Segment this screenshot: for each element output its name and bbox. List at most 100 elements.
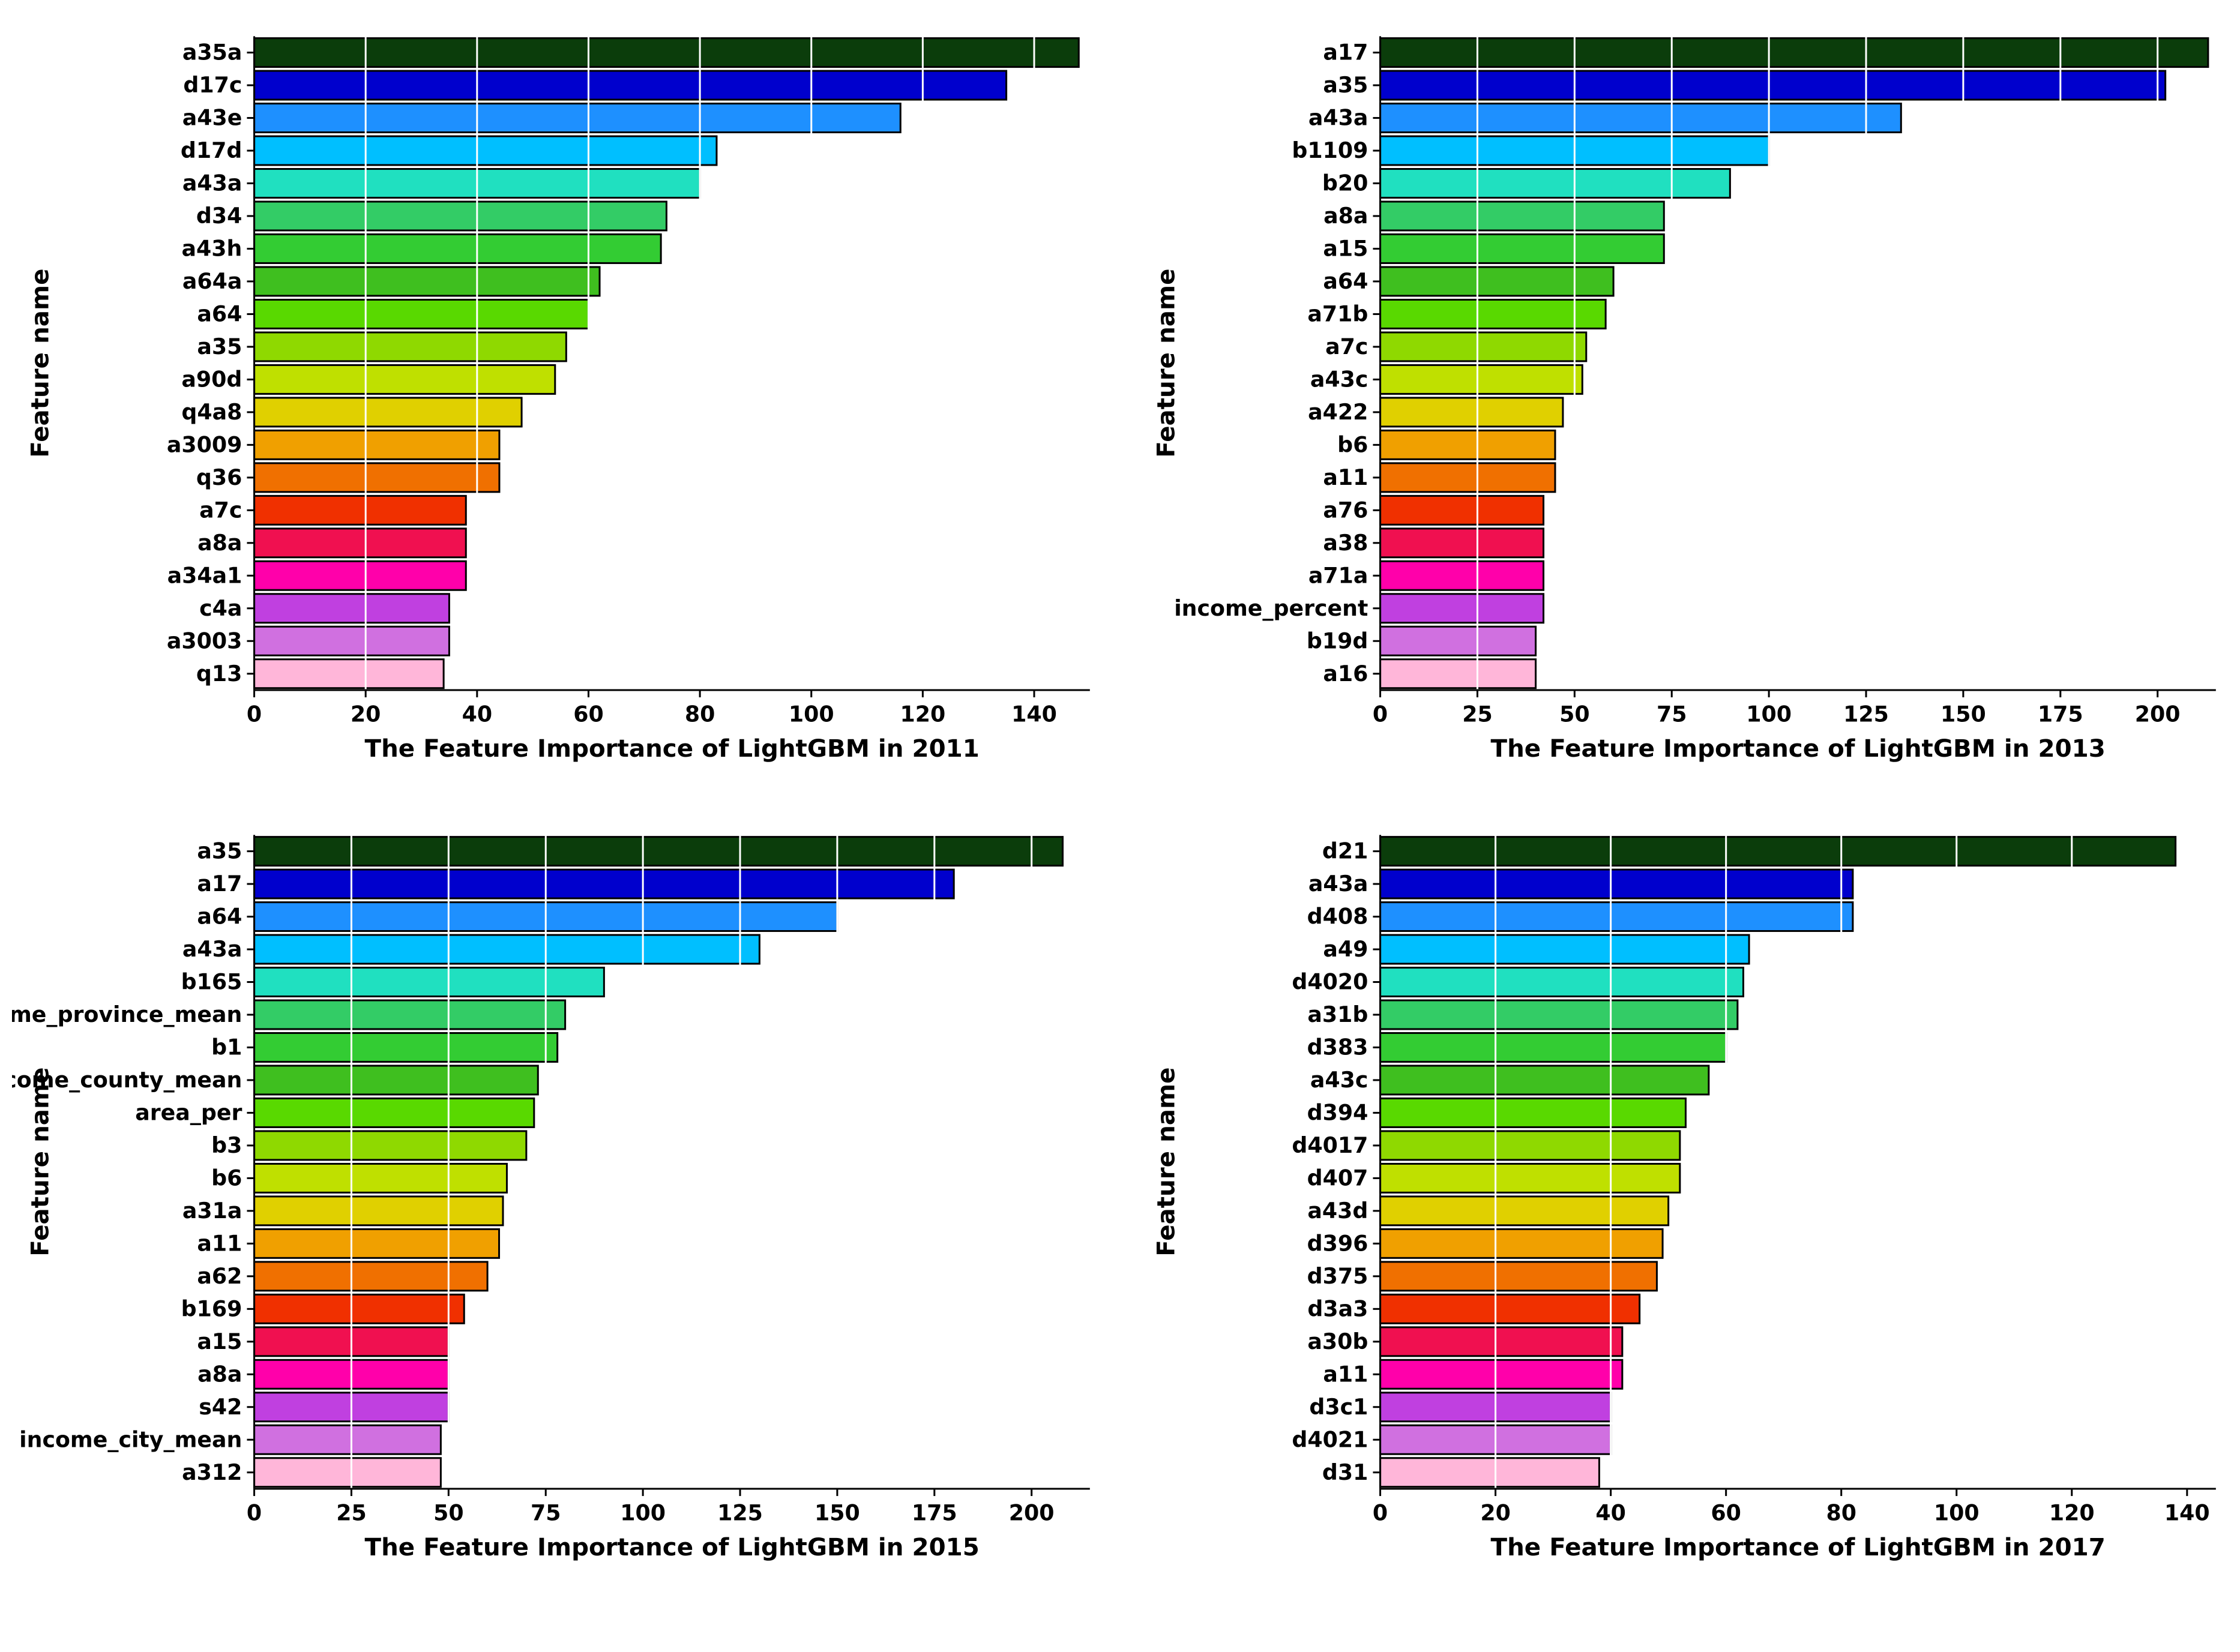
bar — [1380, 202, 1664, 230]
x-tick-label: 150 — [1940, 701, 1986, 727]
axes — [254, 835, 1090, 1489]
panel-2015: 0255075100125150175200a35a17a64a43ab165i… — [12, 811, 1102, 1585]
x-tick-label: 40 — [1595, 1500, 1626, 1526]
bar — [1380, 463, 1555, 492]
y-tick-label: a71a — [1308, 562, 1368, 588]
bar — [254, 299, 589, 328]
bars-group — [254, 837, 1063, 1487]
bars-group — [1380, 38, 2208, 688]
x-tick-label: 100 — [789, 701, 834, 727]
x-ticks: 0255075100125150175200 — [1373, 690, 2181, 727]
y-tick-label: d4020 — [1292, 969, 1368, 995]
x-axis-label: The Feature Importance of LightGBM in 20… — [1491, 734, 2106, 763]
y-tick-label: a31b — [1307, 1002, 1368, 1027]
x-tick-label: 120 — [900, 701, 945, 727]
bar — [1380, 659, 1536, 688]
y-tick-label: d34 — [196, 203, 242, 229]
chart-svg: 020406080100120140a35ad17ca43ed17da43ad3… — [12, 12, 1102, 787]
y-tick-label: a17 — [1323, 40, 1368, 65]
bar — [254, 430, 499, 459]
x-tick-label: 0 — [1373, 701, 1388, 727]
y-tick-label: a35a — [182, 40, 242, 65]
bar — [254, 398, 522, 427]
bar — [254, 1131, 526, 1160]
y-tick-label: a64 — [197, 301, 242, 327]
bar — [1380, 235, 1664, 263]
y-tick-label: area_per — [135, 1100, 242, 1126]
bar — [254, 529, 466, 557]
bar — [254, 626, 450, 655]
x-ticks: 020406080100120140 — [1373, 1489, 2210, 1525]
y-tick-label: d4021 — [1292, 1427, 1368, 1453]
y-tick-label: a43h — [182, 236, 242, 262]
bar — [254, 104, 901, 133]
y-tick-label: b165 — [181, 969, 242, 995]
y-tick-label: a64 — [197, 904, 242, 930]
bar — [1380, 332, 1586, 361]
y-tick-label: c4a — [199, 595, 242, 621]
x-tick-label: 120 — [2049, 1500, 2095, 1526]
bar — [254, 561, 466, 590]
y-tick-label: a7c — [1325, 334, 1368, 359]
x-tick-label: 200 — [2135, 701, 2181, 727]
y-tick-label: d375 — [1307, 1263, 1368, 1289]
bar — [1380, 1360, 1622, 1389]
y-tick-label: a90d — [181, 367, 242, 392]
bar — [1380, 299, 1606, 328]
y-tick-label: a43e — [182, 105, 242, 131]
y-tick-label: q4a8 — [181, 399, 242, 425]
x-tick-label: 140 — [1011, 701, 1057, 727]
y-tick-label: q36 — [196, 464, 242, 490]
bar — [254, 594, 450, 623]
x-tick-label: 25 — [1462, 701, 1493, 727]
y-tick-label: a8a — [1323, 203, 1368, 229]
bar — [254, 1295, 465, 1324]
y-tick-label: a15 — [1323, 236, 1368, 262]
y-tick-label: d3c1 — [1309, 1394, 1368, 1420]
axes — [1380, 36, 2216, 690]
y-tick-label: income_percent — [1174, 595, 1368, 621]
x-tick-label: 150 — [814, 1500, 860, 1526]
bar — [254, 1458, 441, 1487]
axes — [254, 36, 1090, 690]
x-tick-label: 175 — [912, 1500, 957, 1526]
bar — [254, 935, 760, 964]
x-tick-label: 75 — [531, 1500, 561, 1526]
x-tick-label: 200 — [1009, 1500, 1055, 1526]
y-axis-label: Feature name — [1152, 269, 1181, 458]
bar — [254, 1099, 534, 1128]
bar — [254, 1164, 507, 1193]
bar — [1380, 398, 1563, 427]
y-axis-label: Feature name — [26, 1068, 55, 1257]
y-tick-label: a31a — [182, 1198, 242, 1224]
y-tick-label: b19d — [1307, 628, 1368, 653]
bar — [1380, 837, 2176, 866]
y-tick-label: income_province_mean — [12, 1002, 242, 1027]
bar — [1380, 968, 1744, 997]
bar — [254, 136, 717, 165]
x-ticks: 0255075100125150175200 — [247, 1489, 1055, 1525]
y-tick-label: d17c — [183, 72, 242, 98]
x-axis-label: The Feature Importance of LightGBM in 20… — [1491, 1533, 2106, 1561]
y-tick-label: a64 — [1323, 268, 1368, 294]
x-tick-label: 175 — [2038, 701, 2083, 727]
y-tick-label: d383 — [1307, 1035, 1368, 1060]
y-tick-label: a62 — [197, 1263, 242, 1289]
y-axis-label: Feature name — [1152, 1068, 1181, 1257]
y-tick-label: income_city_mean — [19, 1427, 242, 1453]
x-tick-label: 125 — [1843, 701, 1889, 727]
gridlines — [366, 36, 1034, 690]
bar — [1380, 365, 1583, 394]
y-ticks: a17a35a43ab1109b20a8aa15a64a71ba7ca43ca4… — [1174, 40, 1380, 686]
y-tick-label: a16 — [1323, 661, 1368, 686]
bar — [254, 235, 661, 263]
y-tick-label: b6 — [1337, 431, 1368, 457]
y-tick-label: a11 — [1323, 464, 1368, 490]
chart-grid: 020406080100120140a35ad17ca43ed17da43ad3… — [0, 0, 2240, 1598]
bar — [1380, 1197, 1669, 1225]
x-tick-label: 0 — [1373, 1500, 1388, 1526]
y-tick-label: a3003 — [167, 628, 242, 653]
bar — [1380, 1131, 1680, 1160]
axes — [1380, 835, 2216, 1489]
x-tick-label: 80 — [685, 701, 715, 727]
